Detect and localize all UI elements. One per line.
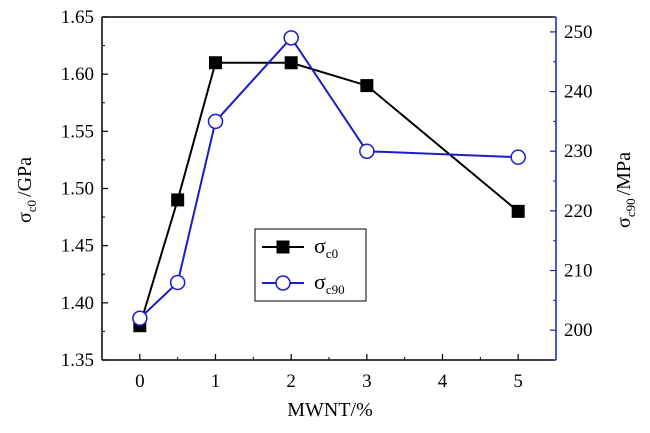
series-c90-point: [283, 30, 299, 46]
x-tick-label: 4: [438, 371, 448, 392]
right-y-tick-label: 240: [564, 82, 593, 103]
axis-ticks: 0 1 2 3 4 5 1.35 1.40 1.45 1.50 1.55 1.60 1.65 200 210…: [61, 7, 593, 392]
series-c90-line: [139, 36, 519, 319]
x-axis-title: MWNT/%: [287, 399, 373, 421]
legend-label-sigma-c0-subscript: c0: [326, 246, 338, 261]
right-axis-title-unit: /MPa: [613, 152, 635, 195]
legend-box: [254, 228, 367, 302]
right-y-tick-label: 210: [564, 261, 593, 282]
series-c90-point: [132, 310, 148, 326]
series-c0-point: [171, 193, 185, 207]
x-tick-label: 0: [135, 371, 145, 392]
left-y-tick-label: 1.40: [61, 293, 94, 314]
series-c90-point: [359, 143, 375, 159]
right-axis-title-symbol: σ: [613, 217, 635, 228]
x-tick-label: 2: [286, 371, 296, 392]
legend-label-sigma-c90-subscript: c90: [326, 282, 345, 297]
x-tick-label: 1: [211, 371, 221, 392]
legend-label-sigma-c90-symbol: σ: [314, 269, 326, 294]
right-axis-title-subscript: c90: [623, 198, 638, 217]
plot-area: [132, 30, 526, 333]
x-tick-label: 3: [362, 371, 372, 392]
left-axis-title-unit: /GPa: [14, 157, 36, 197]
left-axis-title-symbol: σ: [14, 212, 36, 223]
series-c0-line: [138, 61, 519, 326]
legend-label-sigma-c0-symbol: σ: [314, 233, 326, 258]
series-c0-point: [511, 204, 525, 218]
legend-marker-sigma-c0: [276, 240, 290, 254]
series-c90-point: [510, 149, 526, 165]
legend-label-sigma-c90: σc90: [314, 269, 345, 297]
series-c90-point: [169, 274, 186, 291]
legend-marker-sigma-c90: [275, 275, 291, 291]
left-axis-title: σc0/GPa: [14, 157, 39, 223]
series-c0-point: [360, 79, 374, 93]
left-y-tick-label: 1.55: [61, 121, 94, 142]
right-y-tick-label: 200: [564, 320, 593, 341]
series-c0-point: [284, 56, 298, 70]
left-y-tick-label: 1.60: [61, 64, 94, 85]
left-y-tick-label: 1.35: [61, 350, 94, 371]
series-c0-point: [209, 56, 222, 70]
legend-label-sigma-c0: σc0: [314, 233, 338, 261]
series-c90-point: [207, 113, 224, 130]
left-axis-title-subscript: c0: [24, 200, 39, 212]
left-y-tick-label: 1.65: [61, 7, 94, 28]
x-tick-label: 5: [513, 371, 523, 392]
right-y-tick-label: 220: [564, 201, 593, 222]
right-y-tick-label: 250: [564, 22, 593, 43]
legend: σc0 σc90: [254, 228, 367, 302]
left-y-tick-label: 1.50: [61, 179, 94, 200]
right-axis-title: σc90/MPa: [613, 152, 638, 228]
axes-frame: [101, 16, 557, 361]
left-y-tick-label: 1.45: [61, 236, 94, 257]
right-y-tick-label: 230: [564, 141, 593, 162]
